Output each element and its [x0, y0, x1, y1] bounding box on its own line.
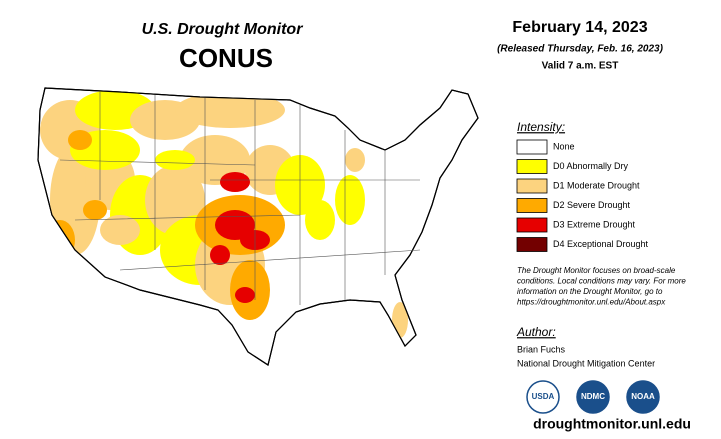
legend-label: D0 Abnormally Dry: [553, 161, 629, 171]
region: CONUS: [179, 43, 273, 73]
note-line: The Drought Monitor focuses on broad-sca…: [517, 266, 676, 275]
legend-label: D2 Severe Drought: [553, 200, 631, 210]
logo: [576, 380, 610, 414]
logo: [626, 380, 660, 414]
note-line: conditions. Local conditions may vary. F…: [517, 277, 686, 286]
map-title: U.S. Drought Monitor: [142, 21, 304, 38]
logo: [526, 380, 560, 414]
drought-area: [215, 210, 255, 240]
date: February 14, 2023: [512, 19, 647, 36]
legend-label: D4 Exceptional Drought: [553, 239, 649, 249]
logos: USDA NDMC NOAA: [526, 380, 660, 414]
us-border: [37, 87, 479, 366]
legend-label: D1 Moderate Drought: [553, 180, 640, 190]
legend-swatch: [516, 139, 548, 155]
logo-text: USDA: [532, 392, 555, 401]
released: (Released Thursday, Feb. 16, 2023): [497, 44, 663, 55]
drought-area: [235, 287, 255, 303]
legend-label: D3 Extreme Drought: [553, 219, 636, 229]
note: The Drought Monitor focuses on broad-sca…: [517, 266, 686, 307]
drought-area: [100, 215, 140, 245]
legend-swatch: [516, 178, 548, 194]
legend-swatch: [516, 159, 548, 174]
drought-area: [210, 245, 230, 265]
author-name: Brian Fuchs: [517, 344, 566, 354]
legend-label: None: [553, 141, 575, 151]
logo-text: NDMC: [581, 392, 605, 401]
footer-url: droughtmonitor.unl.edu: [533, 416, 691, 432]
author-org: National Drought Mitigation Center: [517, 358, 655, 368]
legend-title: Intensity:: [517, 120, 565, 134]
valid: Valid 7 a.m. EST: [542, 61, 619, 72]
drought-areas: [40, 90, 408, 338]
drought-area: [45, 220, 75, 260]
legend-swatch: [516, 217, 548, 233]
drought-area: [155, 150, 195, 170]
author-title: Author:: [516, 325, 556, 339]
legend-swatch: [516, 198, 548, 213]
note-line: information on the Drought Monitor, go t…: [517, 287, 663, 296]
drought-area: [83, 200, 107, 220]
note-line: https://droughtmonitor.unl.edu/About.asp…: [517, 298, 666, 307]
legend-swatch: [516, 237, 548, 252]
drought-area: [220, 172, 250, 192]
drought-area: [68, 130, 92, 150]
us-map: [37, 87, 479, 366]
drought-area: [345, 148, 365, 172]
logo-text: NOAA: [631, 392, 655, 401]
drought-area: [175, 92, 285, 128]
legend: None D0 Abnormally Dry D1 Moderate Drought…: [516, 139, 649, 252]
drought-area: [335, 175, 365, 225]
state-lines: [59, 92, 421, 305]
drought-area: [305, 200, 335, 240]
